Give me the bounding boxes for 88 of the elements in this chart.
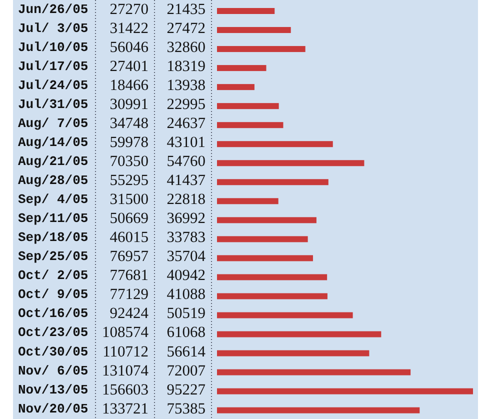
text: 76957 (110, 248, 149, 266)
bar (217, 407, 420, 414)
text: 77681 (110, 267, 148, 284)
bar (217, 388, 473, 394)
data-label: 75385 (166, 400, 206, 418)
y-tick-label: Jul/31/05 (18, 97, 88, 112)
text: 110712 (102, 343, 148, 360)
bar (217, 312, 353, 318)
y-tick-label: Sep/11/05 (18, 211, 88, 226)
y-tick-label: Sep/18/05 (18, 230, 88, 246)
y-tick-label: Jul/17/05 (18, 59, 88, 74)
y-tick-label: Oct/23/05 (18, 325, 88, 340)
bar (217, 331, 382, 338)
text: 156603 (102, 381, 149, 398)
y-tick-label: Jun/26/05 (18, 2, 88, 17)
bar (217, 160, 364, 166)
text: 46015 (110, 229, 149, 246)
y-tick-label: Oct/30/05 (18, 344, 88, 360)
data-label: 22995 (166, 96, 206, 114)
data-label: 35704 (166, 248, 206, 266)
text: 70350 (110, 153, 149, 170)
y-tick-label: Sep/ 4/05 (18, 192, 88, 208)
text: 131074 (102, 362, 149, 380)
text: 27401 (110, 58, 148, 76)
data-label: 43101 (166, 134, 206, 152)
bar (217, 27, 291, 34)
y-tick-label: Jul/10/05 (18, 40, 88, 56)
y-tick-label: Jul/ 3/05 (18, 21, 88, 36)
bar (217, 236, 308, 242)
data-label: 24637 (166, 115, 206, 132)
text: 59978 (110, 134, 149, 152)
text: 55295 (110, 172, 149, 190)
y-tick-label: Oct/ 9/05 (18, 287, 88, 302)
data-label: 18319 (166, 58, 206, 76)
y-tick-label: Oct/ 2/05 (18, 268, 88, 284)
text: 31500 (110, 191, 149, 208)
text: 31422 (110, 20, 148, 38)
data-label: 41437 (166, 172, 206, 190)
data-label: 40942 (166, 267, 206, 284)
text: 56046 (110, 39, 149, 56)
y-tick-label: Jul/24/05 (18, 78, 88, 94)
bar (217, 369, 411, 376)
text: 27270 (110, 1, 149, 18)
text: 50669 (110, 210, 149, 228)
text: 92424 (110, 305, 149, 322)
bar (217, 274, 328, 280)
bar (217, 46, 306, 52)
data-label: 95227 (166, 381, 206, 398)
data-label: 22818 (166, 191, 206, 208)
bar (217, 65, 266, 72)
bar (217, 350, 370, 356)
bar (217, 293, 328, 300)
bar (217, 217, 316, 224)
data-label: 21435 (166, 1, 206, 18)
text: 30991 (110, 96, 148, 114)
data-label: 13938 (166, 77, 206, 94)
text: 18466 (110, 77, 149, 94)
text: 108574 (102, 324, 149, 342)
text: 34748 (110, 115, 149, 132)
y-tick-label: Aug/14/05 (18, 135, 88, 150)
data-label: 27472 (166, 20, 206, 38)
bar (217, 141, 333, 148)
y-tick-label: Nov/13/05 (18, 382, 88, 398)
bar (217, 198, 278, 204)
bar (217, 122, 284, 128)
data-label: 56614 (166, 343, 206, 360)
y-tick-label: Nov/ 6/05 (18, 363, 88, 378)
data-label: 36992 (166, 210, 206, 228)
y-tick-label: Aug/21/05 (18, 154, 88, 170)
bar (217, 179, 328, 186)
data-label: 72007 (166, 362, 206, 380)
text: 77129 (110, 286, 149, 304)
y-tick-label: Aug/ 7/05 (18, 116, 88, 132)
bar (217, 8, 275, 14)
data-label: 54760 (166, 153, 206, 170)
y-tick-label: Sep/25/05 (18, 249, 88, 264)
bar (217, 84, 254, 90)
data-label: 32860 (166, 39, 206, 56)
data-label: 33783 (166, 229, 206, 246)
bar (217, 255, 313, 262)
text: 133721 (102, 400, 148, 418)
data-label: 50519 (166, 305, 206, 322)
data-label: 41088 (166, 286, 206, 304)
bar (217, 103, 279, 110)
data-label: 61068 (166, 324, 206, 342)
y-tick-label: Nov/20/05 (18, 401, 88, 416)
y-tick-label: Oct/16/05 (18, 306, 88, 322)
y-tick-label: Aug/28/05 (18, 173, 88, 188)
